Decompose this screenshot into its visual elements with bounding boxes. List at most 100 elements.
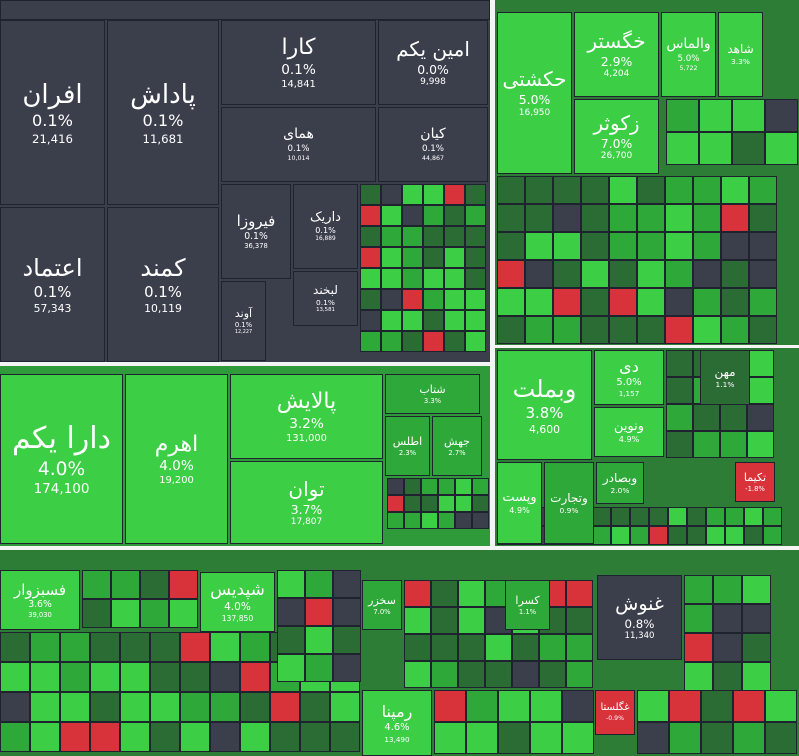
tile[interactable]: امین یکم 0.0% 9,998 (378, 20, 488, 105)
small-tile[interactable] (210, 692, 240, 722)
small-tile[interactable] (330, 692, 360, 722)
tile[interactable]: سخزر 7.0% (362, 580, 402, 630)
small-tile[interactable] (665, 316, 693, 344)
small-tile[interactable] (637, 722, 669, 754)
small-tile[interactable] (0, 662, 30, 692)
small-tile[interactable] (733, 690, 765, 722)
small-tile[interactable] (693, 176, 721, 204)
small-tile[interactable] (498, 722, 530, 754)
small-tile[interactable] (465, 247, 486, 268)
small-tile[interactable] (637, 316, 665, 344)
small-tile[interactable] (666, 350, 693, 377)
small-tile[interactable] (744, 526, 763, 545)
small-tile[interactable] (512, 661, 539, 688)
small-tile[interactable] (742, 575, 771, 604)
small-tile[interactable] (713, 633, 742, 662)
tile[interactable]: دارا یکم 4.0% 174,100 (0, 374, 123, 544)
small-tile[interactable] (637, 260, 665, 288)
small-tile[interactable] (423, 226, 444, 247)
tile[interactable]: تکیما -1.8% (735, 462, 775, 502)
small-tile[interactable] (630, 507, 649, 526)
small-tile[interactable] (701, 690, 733, 722)
tile[interactable]: شاهد 3.3% (718, 12, 763, 97)
small-tile[interactable] (713, 604, 742, 633)
small-tile[interactable] (693, 204, 721, 232)
small-tile[interactable] (387, 512, 404, 529)
small-tile[interactable] (668, 526, 687, 545)
small-tile[interactable] (539, 634, 566, 661)
small-tile[interactable] (592, 526, 611, 545)
small-tile[interactable] (240, 692, 270, 722)
small-tile[interactable] (402, 247, 423, 268)
small-tile[interactable] (150, 632, 180, 662)
small-tile[interactable] (402, 205, 423, 226)
small-tile[interactable] (472, 495, 489, 512)
small-tile[interactable] (765, 132, 798, 165)
tile[interactable]: شتاب 3.3% (385, 374, 480, 414)
small-tile[interactable] (609, 204, 637, 232)
small-tile[interactable] (421, 478, 438, 495)
small-tile[interactable] (512, 634, 539, 661)
small-tile[interactable] (423, 268, 444, 289)
small-tile[interactable] (497, 260, 525, 288)
small-tile[interactable] (0, 632, 30, 662)
small-tile[interactable] (666, 132, 699, 165)
small-tile[interactable] (742, 633, 771, 662)
small-tile[interactable] (82, 599, 111, 628)
small-tile[interactable] (742, 662, 771, 691)
small-tile[interactable] (553, 288, 581, 316)
small-tile[interactable] (120, 662, 150, 692)
tile[interactable]: کسرا 1.1% (505, 580, 550, 630)
small-tile[interactable] (725, 526, 744, 545)
small-tile[interactable] (360, 247, 381, 268)
small-tile[interactable] (402, 331, 423, 352)
small-tile[interactable] (444, 331, 465, 352)
small-tile[interactable] (581, 176, 609, 204)
small-tile[interactable] (444, 268, 465, 289)
small-tile[interactable] (381, 184, 402, 205)
small-tile[interactable] (742, 604, 771, 633)
small-tile[interactable] (423, 184, 444, 205)
tile[interactable]: وپست 4.9% (497, 462, 542, 544)
small-tile[interactable] (438, 512, 455, 529)
small-tile[interactable] (30, 692, 60, 722)
small-tile[interactable] (333, 598, 361, 626)
small-tile[interactable] (566, 661, 593, 688)
small-tile[interactable] (525, 232, 553, 260)
small-tile[interactable] (300, 692, 330, 722)
small-tile[interactable] (444, 310, 465, 331)
small-tile[interactable] (666, 99, 699, 132)
small-tile[interactable] (721, 204, 749, 232)
tile[interactable]: فسبزوار 3.6% 39,030 (0, 570, 80, 630)
small-tile[interactable] (581, 204, 609, 232)
small-tile[interactable] (90, 692, 120, 722)
small-tile[interactable] (706, 507, 725, 526)
small-tile[interactable] (747, 431, 774, 458)
small-tile[interactable] (150, 692, 180, 722)
small-tile[interactable] (498, 690, 530, 722)
tile[interactable]: مهن 1.1% (700, 350, 750, 405)
tile[interactable]: کمند 0.1% 10,119 (107, 207, 219, 362)
small-tile[interactable] (553, 204, 581, 232)
small-tile[interactable] (684, 662, 713, 691)
small-tile[interactable] (684, 604, 713, 633)
small-tile[interactable] (649, 526, 668, 545)
small-tile[interactable] (721, 232, 749, 260)
small-tile[interactable] (360, 310, 381, 331)
small-tile[interactable] (609, 288, 637, 316)
small-tile[interactable] (381, 205, 402, 226)
small-tile[interactable] (747, 404, 774, 431)
tile[interactable]: افران 0.1% 21,416 (0, 20, 105, 205)
small-tile[interactable] (360, 268, 381, 289)
small-tile[interactable] (553, 260, 581, 288)
small-tile[interactable] (360, 331, 381, 352)
small-tile[interactable] (240, 632, 270, 662)
small-tile[interactable] (747, 350, 774, 377)
small-tile[interactable] (553, 232, 581, 260)
small-tile[interactable] (360, 184, 381, 205)
small-tile[interactable] (444, 226, 465, 247)
small-tile[interactable] (566, 607, 593, 634)
small-tile[interactable] (693, 431, 720, 458)
tile[interactable]: پالایش 3.2% 131,000 (230, 374, 383, 459)
small-tile[interactable] (455, 495, 472, 512)
